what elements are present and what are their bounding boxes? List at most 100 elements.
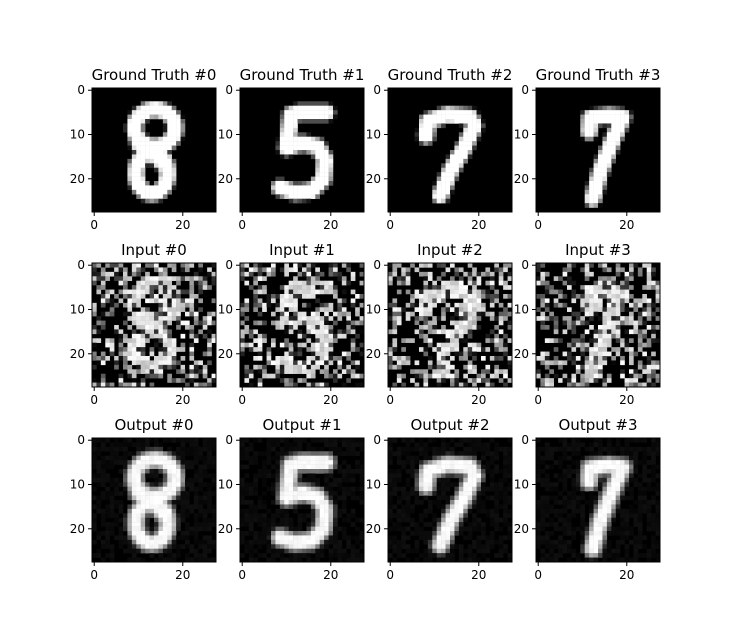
pixel bbox=[149, 451, 155, 456]
pixel bbox=[297, 513, 303, 518]
pixel bbox=[271, 455, 276, 461]
pixel bbox=[271, 294, 276, 299]
pixel bbox=[140, 442, 146, 448]
pixel bbox=[620, 342, 625, 348]
pixel bbox=[328, 172, 334, 177]
pixel bbox=[598, 119, 603, 124]
pixel bbox=[158, 451, 164, 456]
pixel bbox=[149, 325, 155, 330]
pixel bbox=[498, 526, 504, 532]
pixel bbox=[441, 544, 446, 549]
pixel bbox=[324, 373, 329, 379]
pixel bbox=[467, 119, 473, 124]
pixel bbox=[127, 110, 133, 115]
pixel bbox=[629, 464, 634, 470]
pixel bbox=[288, 145, 294, 151]
pixel bbox=[127, 127, 133, 133]
pixel bbox=[544, 302, 550, 308]
pixel bbox=[611, 446, 616, 452]
pixel bbox=[333, 105, 338, 111]
pixel bbox=[131, 442, 137, 448]
pixel bbox=[655, 325, 661, 330]
pixel bbox=[189, 446, 195, 452]
pixel bbox=[176, 451, 181, 456]
pixel bbox=[392, 298, 398, 304]
pixel bbox=[553, 495, 559, 501]
pixel bbox=[319, 469, 325, 474]
pixel bbox=[279, 364, 285, 370]
pixel bbox=[176, 307, 181, 312]
pixel bbox=[498, 280, 504, 286]
pixel bbox=[450, 105, 455, 111]
pixel bbox=[306, 364, 312, 370]
pixel bbox=[162, 544, 168, 549]
pixel bbox=[288, 557, 294, 563]
pixel bbox=[396, 500, 402, 505]
pixel bbox=[306, 119, 312, 124]
pixel bbox=[337, 451, 343, 456]
pixel bbox=[114, 294, 119, 299]
pixel bbox=[467, 302, 473, 308]
pixel bbox=[324, 531, 329, 536]
pixel bbox=[114, 442, 119, 448]
pixel bbox=[589, 464, 594, 470]
pixel bbox=[176, 114, 181, 120]
pixel bbox=[328, 526, 334, 532]
pixel bbox=[109, 491, 115, 496]
pixel bbox=[341, 442, 347, 448]
pixel bbox=[611, 360, 616, 366]
pixel bbox=[167, 136, 172, 142]
pixel bbox=[436, 477, 442, 483]
pixel bbox=[176, 311, 181, 317]
pixel bbox=[158, 455, 164, 461]
pixel bbox=[271, 500, 276, 505]
pixel bbox=[355, 535, 360, 541]
pixel bbox=[441, 491, 446, 496]
pixel bbox=[450, 548, 455, 554]
pixel bbox=[92, 311, 97, 317]
pixel bbox=[423, 311, 429, 317]
pixel bbox=[567, 491, 572, 496]
pixel bbox=[602, 333, 608, 339]
pixel bbox=[202, 491, 208, 496]
pixel bbox=[248, 531, 254, 536]
pixel bbox=[109, 553, 115, 558]
pixel bbox=[131, 469, 137, 474]
pixel bbox=[481, 373, 486, 379]
pixel bbox=[481, 477, 486, 483]
pixel bbox=[171, 316, 177, 321]
pixel bbox=[167, 141, 172, 146]
pixel bbox=[589, 176, 594, 182]
pixel bbox=[615, 333, 621, 339]
pixel bbox=[642, 329, 647, 335]
pixel bbox=[279, 360, 285, 366]
pixel bbox=[567, 342, 572, 348]
pixel bbox=[275, 136, 281, 142]
pixel bbox=[359, 438, 365, 443]
pixel bbox=[279, 145, 285, 151]
pixel bbox=[593, 158, 599, 164]
pixel bbox=[405, 504, 411, 510]
panel-title: Input #0 bbox=[121, 241, 187, 259]
pixel bbox=[611, 123, 616, 129]
pixel bbox=[494, 316, 499, 321]
pixel bbox=[158, 460, 164, 465]
pixel bbox=[96, 289, 102, 295]
pixel bbox=[207, 464, 212, 470]
pixel bbox=[257, 517, 263, 523]
pixel bbox=[540, 460, 546, 465]
pixel bbox=[445, 280, 451, 286]
pixel bbox=[310, 136, 316, 142]
pixel bbox=[118, 276, 124, 281]
pixel bbox=[279, 369, 285, 374]
pixel bbox=[633, 446, 639, 452]
pixel bbox=[127, 438, 133, 443]
pixel bbox=[536, 280, 541, 286]
pixel bbox=[127, 132, 133, 137]
pixel bbox=[602, 338, 608, 343]
pixel bbox=[140, 482, 146, 487]
pixel bbox=[202, 469, 208, 474]
pixel bbox=[419, 325, 424, 330]
pixel bbox=[131, 181, 137, 186]
pixel bbox=[310, 351, 316, 357]
